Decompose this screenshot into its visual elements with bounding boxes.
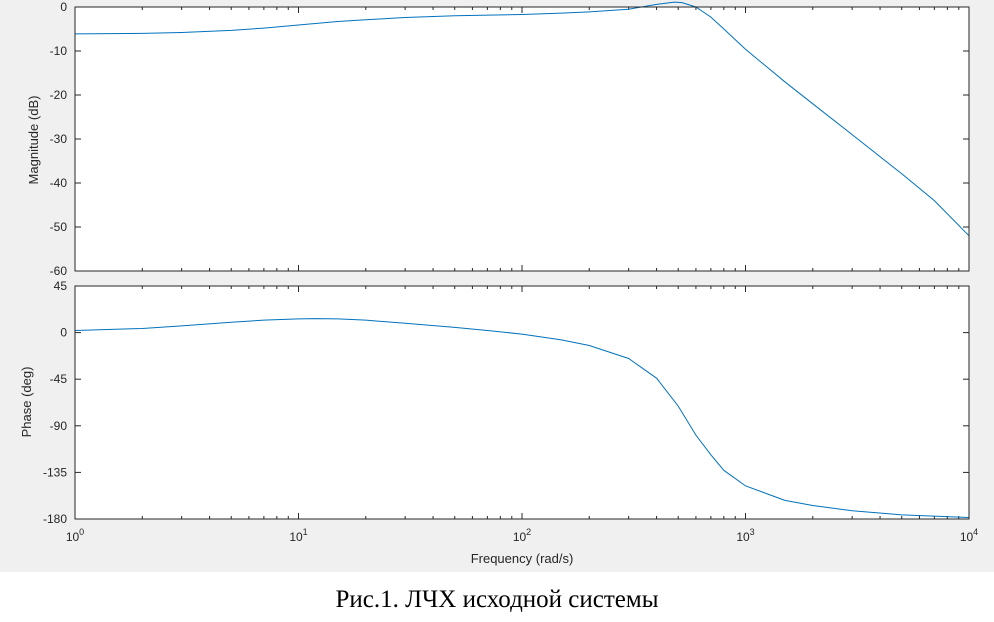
magnitude-y-tick-label: -20 bbox=[50, 88, 68, 102]
phase-y-tick-label: -45 bbox=[50, 372, 68, 386]
phase-axes-box bbox=[74, 285, 970, 520]
magnitude-y-tick-label: -60 bbox=[50, 264, 68, 278]
magnitude-y-tick-label: -10 bbox=[50, 44, 68, 58]
bode-plot: 0 -10 -20 -30 -40 -50 -60 45 0 -45 -90 -135 -180100… bbox=[19, 0, 978, 566]
x-tick-label: 103 bbox=[736, 527, 754, 544]
magnitude-axes-box bbox=[74, 6, 970, 272]
x-tick-label: 100 bbox=[66, 527, 84, 544]
magnitude-y-tick-label: -30 bbox=[50, 132, 68, 146]
phase-series-line bbox=[74, 318, 970, 518]
phase-y-tick-label: -180 bbox=[43, 512, 67, 526]
magnitude-plot-area bbox=[75, 7, 969, 271]
magnitude-y-axis-label: Magnitude (dB) bbox=[26, 96, 41, 185]
magnitude-y-tick-label: -40 bbox=[50, 176, 68, 190]
phase-y-axis-label: Phase (deg) bbox=[19, 367, 34, 438]
x-tick-label: 101 bbox=[289, 527, 307, 544]
x-tick-label: 102 bbox=[513, 527, 531, 544]
magnitude-axes: 0 -10 -20 -30 -40 -50 -60 bbox=[50, 0, 970, 278]
x-tick-label: 104 bbox=[960, 527, 978, 544]
magnitude-series-line bbox=[74, 1, 970, 237]
magnitude-y-tick-label: 0 bbox=[60, 0, 67, 14]
phase-y-tick-label: -135 bbox=[43, 465, 67, 479]
phase-y-tick-label: -90 bbox=[50, 419, 68, 433]
phase-y-tick-label: 0 bbox=[60, 326, 67, 340]
figure-caption: Рис.1. ЛЧХ исходной системы bbox=[335, 586, 659, 613]
magnitude-y-tick-label: -50 bbox=[50, 220, 68, 234]
phase-plot-area bbox=[75, 286, 969, 519]
phase-y-tick-label: 45 bbox=[54, 279, 68, 293]
frequency-x-axis-label: Frequency (rad/s) bbox=[471, 551, 574, 566]
